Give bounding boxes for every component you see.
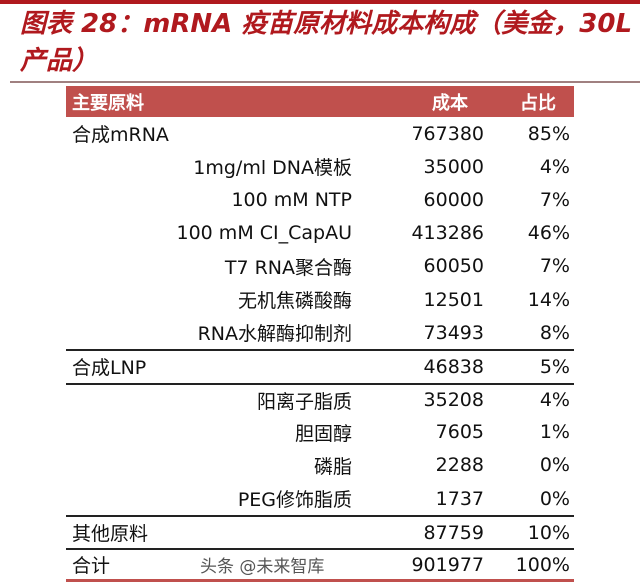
table-row: PEG修饰脂质 1737 0% <box>66 482 574 515</box>
row-share: 1% <box>539 421 570 444</box>
row-share: 4% <box>539 155 570 178</box>
row-cost: 7605 <box>435 421 484 444</box>
row-share: 85% <box>527 122 570 145</box>
table-row: 1mg/ml DNA模板 35000 4% <box>66 150 574 183</box>
header-share: 占比 <box>520 92 556 114</box>
header-item: 主要原料 <box>72 92 144 114</box>
row-share: 46% <box>527 222 570 245</box>
row-item: 阳离子脂质 <box>256 390 352 413</box>
row-share: 4% <box>539 389 570 412</box>
row-item: 胆固醇 <box>294 422 352 445</box>
table-row: 合计 901977 100% <box>66 548 574 582</box>
row-share: 7% <box>539 255 570 278</box>
row-cost: 35208 <box>423 389 484 412</box>
title-divider <box>10 81 640 83</box>
row-cost: 2288 <box>435 454 484 477</box>
row-cost: 901977 <box>411 553 484 576</box>
row-item: PEG修饰脂质 <box>237 489 352 512</box>
row-share: 10% <box>527 521 570 544</box>
row-item: 100 mM CI_CapAU <box>176 222 353 245</box>
row-item: 1mg/ml DNA模板 <box>193 157 352 180</box>
table-row: 其他原料 87759 10% <box>66 515 574 548</box>
row-cost: 1737 <box>435 487 484 510</box>
table-row: 磷脂 2288 0% <box>66 449 574 482</box>
table-row: 100 mM CI_CapAU 413286 46% <box>66 217 574 250</box>
row-share: 14% <box>527 288 570 311</box>
row-item: 100 mM NTP <box>231 188 352 211</box>
watermark: 头条 @未来智库 <box>200 557 325 577</box>
header-cost: 成本 <box>432 92 468 114</box>
row-share: 0% <box>539 487 570 510</box>
row-item: 磷脂 <box>313 455 352 478</box>
cost-table: 主要原料 成本 占比 合成mRNA 767380 85% 1mg/ml DNA模板 35… <box>66 86 574 582</box>
table-row: 100 mM NTP 60000 7% <box>66 183 574 216</box>
row-item: 合计 <box>72 555 111 578</box>
table-row: 合成mRNA 767380 85% <box>66 117 574 150</box>
row-item: RNA水解酶抑制剂 <box>197 323 352 346</box>
row-cost: 73493 <box>423 321 484 344</box>
row-cost: 35000 <box>423 155 484 178</box>
row-cost: 767380 <box>411 122 484 145</box>
row-item: 合成LNP <box>72 357 147 380</box>
row-cost: 60050 <box>423 255 484 278</box>
table-body: 合成mRNA 767380 85% 1mg/ml DNA模板 35000 4% 100 mM… <box>66 117 574 582</box>
table-row: 合成LNP 46838 5% <box>66 349 574 382</box>
row-cost: 60000 <box>423 188 484 211</box>
row-item: 合成mRNA <box>72 124 169 147</box>
table-row: 无机焦磷酸酶 12501 14% <box>66 283 574 316</box>
table-row: T7 RNA聚合酶 60050 7% <box>66 250 574 283</box>
row-item: 无机焦磷酸酶 <box>237 290 352 313</box>
row-cost: 413286 <box>411 222 484 245</box>
row-share: 7% <box>539 188 570 211</box>
row-share: 100% <box>515 553 570 576</box>
table-row: 胆固醇 7605 1% <box>66 416 574 449</box>
row-share: 0% <box>539 454 570 477</box>
row-cost: 12501 <box>423 288 484 311</box>
top-accent-bar <box>0 0 640 4</box>
figure-title: 图表 28：mRNA 疫苗原材料成本构成（美金，30L 产品） <box>20 9 633 76</box>
table-row: RNA水解酶抑制剂 73493 8% <box>66 316 574 349</box>
table-row: 阳离子脂质 35208 4% <box>66 382 574 416</box>
row-share: 5% <box>539 355 570 378</box>
row-item: T7 RNA聚合酶 <box>224 256 352 279</box>
row-cost: 87759 <box>423 521 484 544</box>
row-cost: 46838 <box>423 355 484 378</box>
row-share: 8% <box>539 321 570 344</box>
row-item: 其他原料 <box>72 523 149 546</box>
table-header: 主要原料 成本 占比 <box>66 86 574 117</box>
